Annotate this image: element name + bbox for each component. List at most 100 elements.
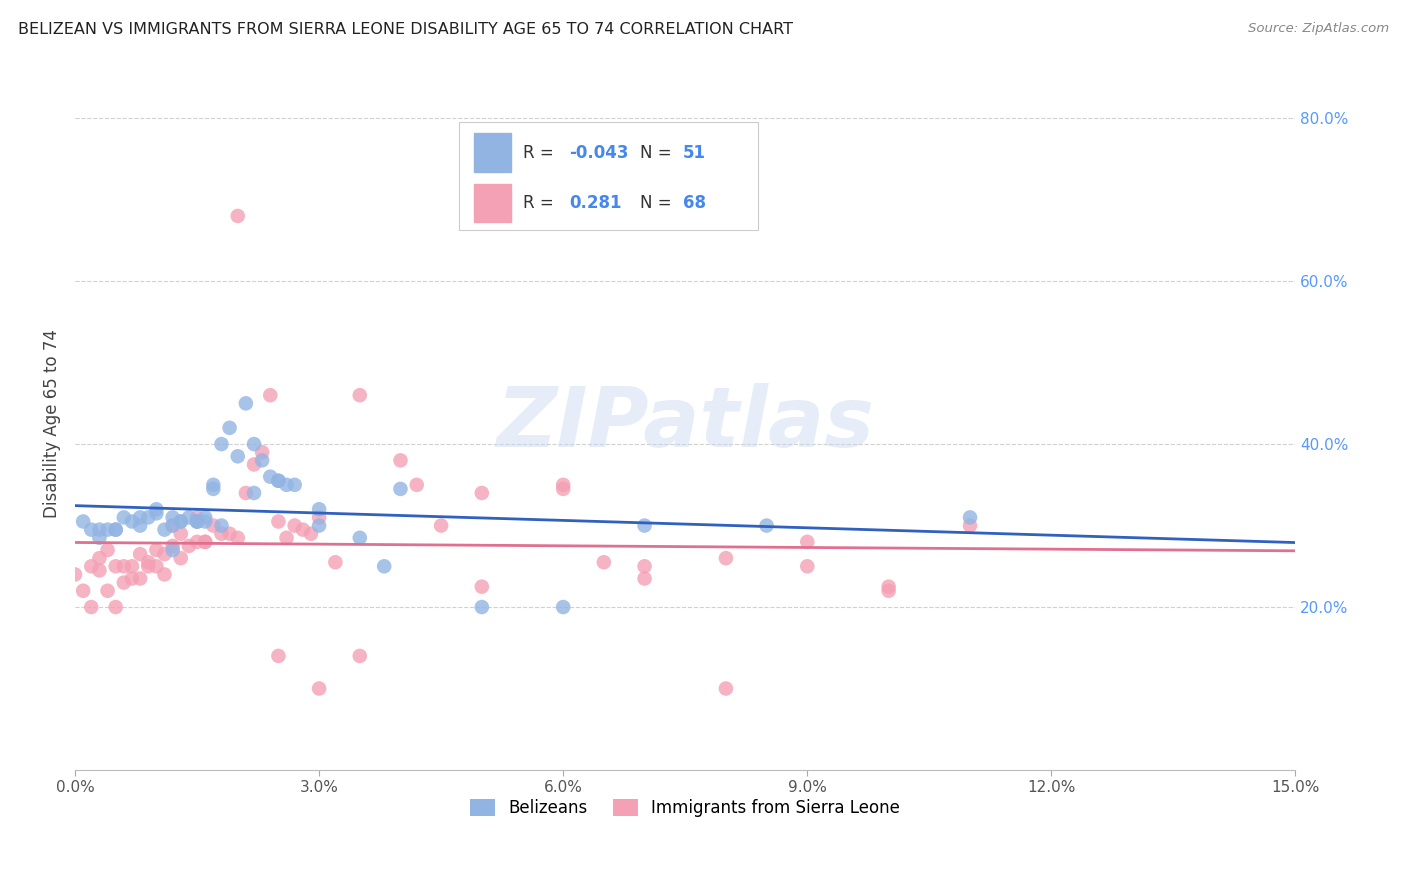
Point xyxy=(145,506,167,520)
Point xyxy=(121,559,143,574)
Point xyxy=(308,502,330,516)
Point xyxy=(633,572,655,586)
Point xyxy=(267,474,290,488)
Point xyxy=(112,510,135,524)
Point xyxy=(218,421,240,435)
Point xyxy=(145,502,167,516)
Point xyxy=(186,515,208,529)
Point xyxy=(291,523,314,537)
Point xyxy=(633,559,655,574)
Point xyxy=(202,482,225,496)
Point xyxy=(145,559,167,574)
Point xyxy=(405,478,427,492)
Point xyxy=(162,510,184,524)
Point xyxy=(218,526,240,541)
Point xyxy=(145,543,167,558)
Point xyxy=(153,523,176,537)
Point xyxy=(243,437,266,451)
Point xyxy=(194,534,217,549)
Point xyxy=(89,563,111,577)
Point xyxy=(112,559,135,574)
Point xyxy=(129,547,152,561)
Point xyxy=(235,396,257,410)
Point xyxy=(96,543,118,558)
Point xyxy=(80,523,103,537)
Point xyxy=(194,510,217,524)
Point xyxy=(63,567,86,582)
Point xyxy=(714,551,737,566)
Text: 68: 68 xyxy=(683,194,706,212)
Legend: Belizeans, Immigrants from Sierra Leone: Belizeans, Immigrants from Sierra Leone xyxy=(464,792,907,824)
Point xyxy=(80,559,103,574)
Point xyxy=(959,510,981,524)
Text: -0.043: -0.043 xyxy=(569,144,628,161)
Point xyxy=(153,567,176,582)
Text: R =: R = xyxy=(523,194,560,212)
Point xyxy=(202,518,225,533)
Point xyxy=(104,559,127,574)
Point xyxy=(121,515,143,529)
Point xyxy=(276,478,298,492)
Point xyxy=(349,531,371,545)
Point xyxy=(121,572,143,586)
Text: 51: 51 xyxy=(683,144,706,161)
Point xyxy=(471,580,494,594)
Point xyxy=(299,526,322,541)
Point xyxy=(186,515,208,529)
Point xyxy=(796,534,818,549)
Point xyxy=(162,543,184,558)
Point xyxy=(250,453,273,467)
Point xyxy=(211,437,233,451)
Point xyxy=(104,523,127,537)
Point xyxy=(89,523,111,537)
Point xyxy=(104,600,127,615)
Point xyxy=(226,531,249,545)
Point xyxy=(267,648,290,663)
Point xyxy=(553,482,575,496)
Point xyxy=(267,474,290,488)
Point xyxy=(349,388,371,402)
Point xyxy=(129,510,152,524)
Point xyxy=(471,486,494,500)
Point xyxy=(226,450,249,464)
Text: N =: N = xyxy=(640,194,676,212)
Bar xyxy=(474,184,510,222)
Point xyxy=(129,518,152,533)
Point xyxy=(136,559,159,574)
Point xyxy=(202,478,225,492)
Point xyxy=(177,510,200,524)
Point xyxy=(235,486,257,500)
Point xyxy=(308,518,330,533)
Point xyxy=(194,515,217,529)
Point xyxy=(186,534,208,549)
Bar xyxy=(474,134,510,171)
Point xyxy=(633,518,655,533)
Point xyxy=(112,575,135,590)
Point xyxy=(284,478,307,492)
Point xyxy=(959,518,981,533)
Point xyxy=(186,515,208,529)
Text: 0.281: 0.281 xyxy=(569,194,621,212)
Point xyxy=(471,600,494,615)
Point xyxy=(592,555,614,569)
Point xyxy=(553,478,575,492)
Text: ZIPatlas: ZIPatlas xyxy=(496,384,875,464)
Point xyxy=(308,681,330,696)
Point xyxy=(162,518,184,533)
Point xyxy=(211,518,233,533)
Point xyxy=(177,539,200,553)
Point xyxy=(373,559,395,574)
Point xyxy=(96,583,118,598)
Point xyxy=(89,551,111,566)
Point xyxy=(877,583,900,598)
Point xyxy=(259,469,281,483)
Point xyxy=(877,580,900,594)
Point xyxy=(259,388,281,402)
Point xyxy=(226,209,249,223)
Point xyxy=(755,518,778,533)
Point xyxy=(276,531,298,545)
Text: N =: N = xyxy=(640,144,676,161)
Text: BELIZEAN VS IMMIGRANTS FROM SIERRA LEONE DISABILITY AGE 65 TO 74 CORRELATION CHA: BELIZEAN VS IMMIGRANTS FROM SIERRA LEONE… xyxy=(18,22,793,37)
Point xyxy=(325,555,347,569)
Point xyxy=(136,510,159,524)
